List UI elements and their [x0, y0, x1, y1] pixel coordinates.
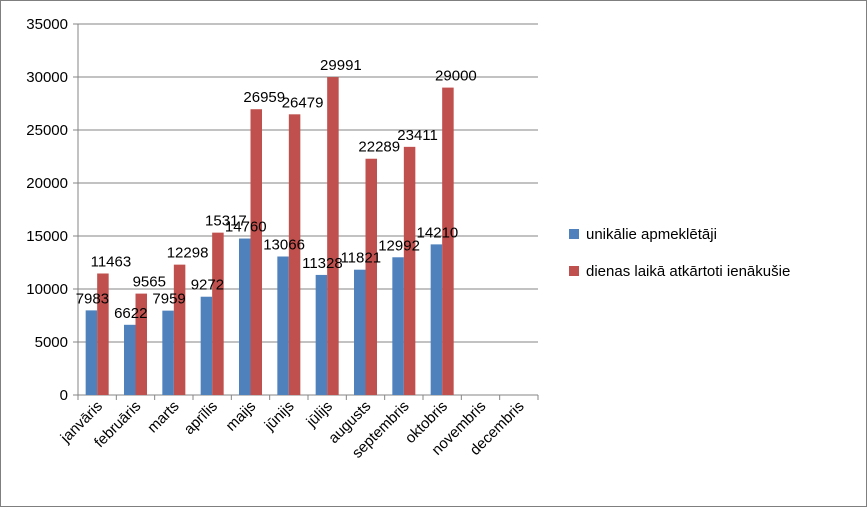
bar-repeat-10: [442, 87, 454, 395]
x-tick-label: jūlijs: [303, 398, 336, 431]
data-label: 9272: [191, 277, 224, 294]
data-label: 11328: [302, 255, 343, 272]
bar-unique-5: [239, 238, 251, 395]
bar-unique-8: [354, 269, 366, 395]
y-tick-label: 5000: [35, 334, 68, 351]
legend-label-repeat: dienas laikā atkārtoti ienākušie: [586, 263, 790, 280]
data-label: 26959: [243, 89, 285, 106]
bar-unique-3: [162, 310, 174, 395]
x-tick-label: jūnijs: [261, 398, 298, 435]
gridlines: [78, 23, 538, 343]
data-label: 23411: [397, 127, 438, 144]
bar-repeat-5: [250, 109, 262, 396]
data-label: 7983: [76, 290, 109, 307]
bar-unique-7: [315, 274, 328, 395]
data-label: 6622: [114, 305, 147, 322]
legend-swatch-unique: [569, 229, 579, 239]
bar-unique-6: [277, 256, 289, 395]
bar-unique-4: [200, 296, 213, 395]
legend-swatch-repeat: [569, 266, 579, 276]
x-tick-label: aprīlis: [181, 398, 221, 438]
legend: unikālie apmeklētāji dienas laikā atkārto…: [569, 226, 790, 280]
data-label: 13066: [263, 237, 305, 254]
data-label: 9565: [133, 274, 166, 291]
bar-repeat-3: [173, 264, 186, 395]
bar-unique-2: [124, 324, 136, 395]
y-tick-label: 10000: [26, 281, 68, 298]
bar-repeat-9: [403, 146, 416, 395]
data-label: 7959: [152, 291, 185, 308]
y-tick-label: 30000: [26, 69, 68, 86]
bar-unique-1: [85, 310, 98, 395]
y-tick-label: 25000: [26, 122, 68, 139]
y-tick-labels: 0 5000 10000 15000 20000 25000 30000 35000: [26, 16, 68, 404]
data-label: 29000: [435, 68, 477, 85]
data-label: 15317: [205, 213, 247, 230]
y-tick-label: 20000: [26, 175, 68, 192]
bar-repeat-8: [365, 158, 377, 395]
x-tick-label: maijs: [223, 398, 260, 435]
y-tick-label: 0: [60, 387, 68, 404]
data-label: 14760: [225, 219, 267, 236]
bar-repeat-4: [212, 232, 224, 395]
y-tick-label: 35000: [26, 16, 68, 33]
x-tick-label: marts: [144, 398, 183, 437]
legend-label-unique: unikālie apmeklētāji: [586, 226, 717, 243]
data-label: 11821: [340, 250, 381, 267]
axes: [73, 23, 539, 400]
data-label: 14210: [417, 224, 459, 241]
bars: [85, 77, 454, 396]
data-label: 11463: [91, 253, 132, 270]
data-label: 26479: [282, 94, 324, 111]
bar-repeat-6: [288, 114, 301, 395]
bar-unique-10: [430, 244, 443, 395]
bar-unique-9: [392, 257, 404, 395]
data-label: 22289: [358, 139, 400, 156]
y-tick-label: 15000: [26, 228, 68, 245]
bar-repeat-7: [327, 77, 339, 395]
data-label: 29991: [320, 57, 362, 74]
data-label: 12992: [378, 237, 420, 254]
bar-repeat-1: [97, 273, 109, 395]
bar-repeat-2: [135, 293, 147, 395]
data-label: 12298: [167, 245, 209, 262]
